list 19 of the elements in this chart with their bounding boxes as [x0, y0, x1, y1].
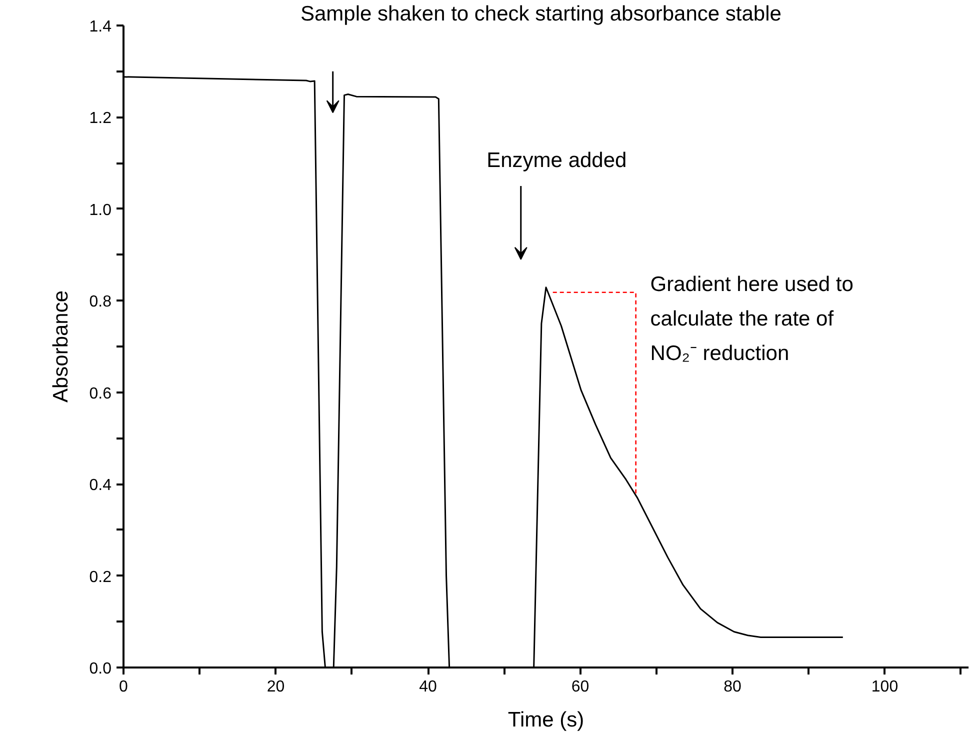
- y-tick-label: 1.2: [89, 110, 112, 128]
- y-tick-label: 0.2: [89, 568, 112, 586]
- y-tick-label: 0.6: [89, 385, 112, 402]
- x-tick-label: 100: [871, 678, 898, 696]
- text: 0.0: [89, 660, 112, 678]
- x-tick-label: 0: [119, 678, 128, 696]
- annotation: Gradient here used to calculate the rate of NO₂⁻ reduction: [650, 273, 854, 366]
- annotation: Enzyme added: [486, 149, 627, 172]
- y-tick-label: 0.8: [89, 294, 112, 311]
- x-tick-label: 40: [419, 678, 438, 696]
- y-tick-label: 1.4: [89, 18, 112, 36]
- y-tick-label: 1.0: [89, 202, 112, 219]
- x-tick-label: 60: [571, 678, 590, 696]
- x-tick-label: 80: [724, 678, 742, 696]
- x-axis-title: Time (s): [508, 708, 584, 732]
- y-tick-label: 0.4: [89, 477, 112, 494]
- text: Sample shaken to check starting absorbance stable: [300, 2, 782, 26]
- x-tick-label: 20: [266, 678, 285, 696]
- y-axis-title: Absorbance: [49, 290, 72, 403]
